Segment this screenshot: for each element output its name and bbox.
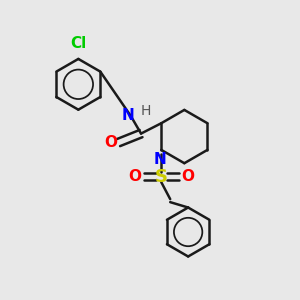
- Text: O: O: [181, 169, 194, 184]
- Text: O: O: [128, 169, 142, 184]
- Text: H: H: [141, 104, 152, 118]
- Text: S: S: [155, 168, 168, 186]
- Text: Cl: Cl: [70, 37, 86, 52]
- Text: O: O: [105, 135, 118, 150]
- Text: N: N: [153, 152, 166, 167]
- Text: N: N: [122, 108, 135, 123]
